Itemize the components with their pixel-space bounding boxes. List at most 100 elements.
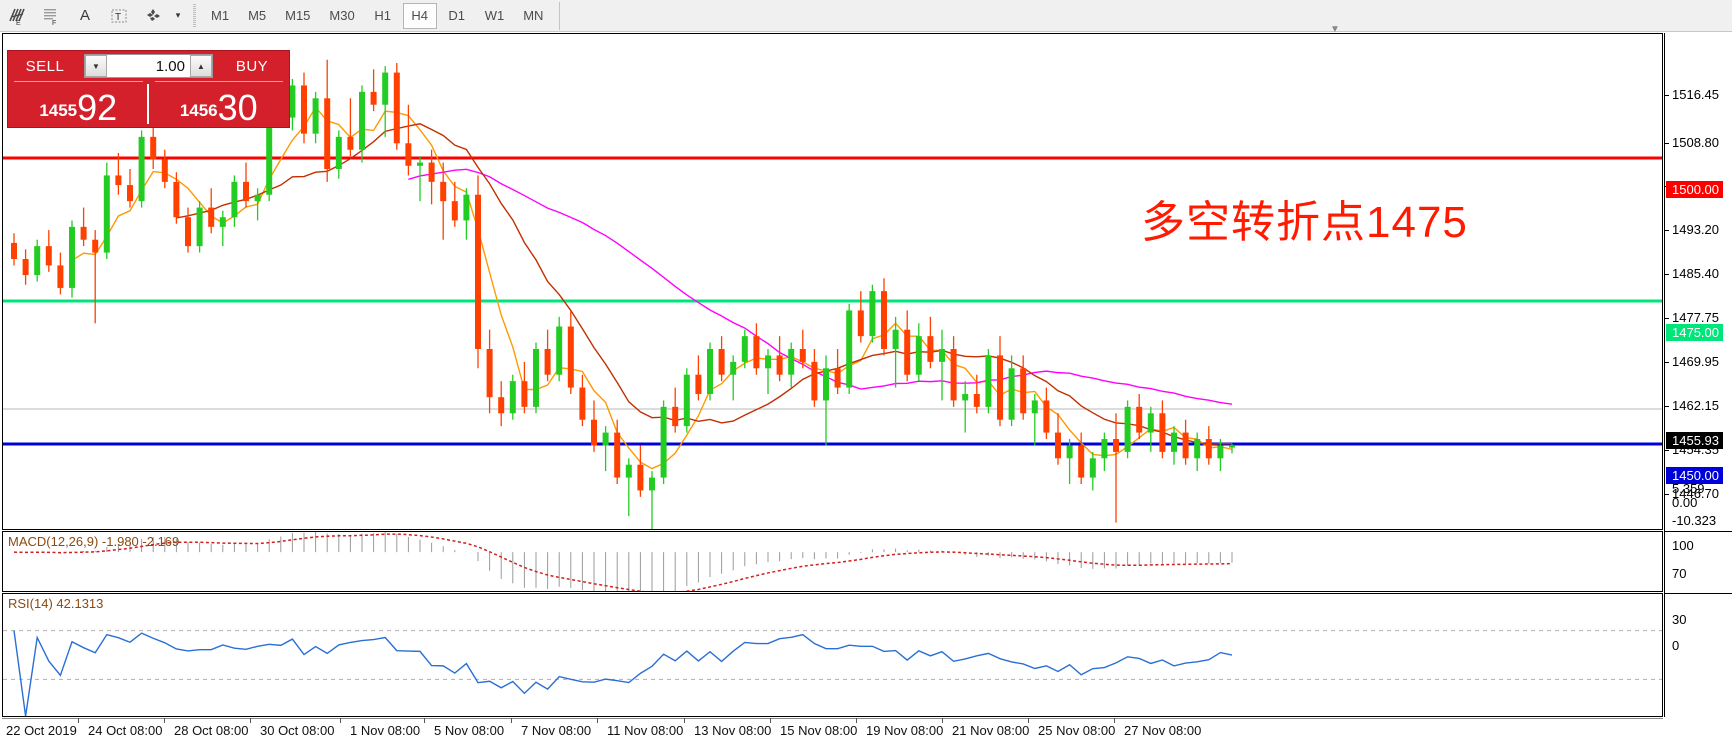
macd-label: MACD(12,26,9) -1.980 -2.169 xyxy=(8,534,180,549)
candle xyxy=(1205,426,1212,465)
candle xyxy=(347,98,354,157)
candle xyxy=(1078,432,1085,484)
bid-price[interactable]: 1455 92 xyxy=(8,81,149,127)
candle xyxy=(1008,355,1015,427)
time-tick-11 xyxy=(942,718,943,723)
time-axis[interactable]: 22 Oct 2019 24 Oct 08:00 28 Oct 08:00 30 Oc… xyxy=(2,718,1663,744)
time-tick-12 xyxy=(1028,718,1029,723)
tick-dash xyxy=(1665,317,1669,319)
grid-icon[interactable]: F xyxy=(34,1,68,31)
indicators-icon[interactable]: E xyxy=(0,1,34,31)
timeframe-w1[interactable]: W1 xyxy=(484,8,505,23)
axis-divider-rsi xyxy=(1665,593,1732,594)
price-tick-1446.70: 1446.70 xyxy=(1665,486,1719,501)
candle xyxy=(428,149,435,205)
candle xyxy=(869,284,876,343)
volume-input-group[interactable]: ▼ 1.00 ▲ xyxy=(84,54,213,78)
objects-icon[interactable] xyxy=(136,1,170,31)
candle xyxy=(1055,413,1061,465)
candle xyxy=(881,278,887,356)
candle xyxy=(741,329,748,369)
timeframe-m1[interactable]: M1 xyxy=(211,8,230,23)
time-tick-5 xyxy=(424,718,425,723)
candle xyxy=(1113,413,1119,523)
toolbar-grip[interactable] xyxy=(191,3,198,29)
timeframe-m30[interactable]: M30 xyxy=(329,8,355,23)
candle xyxy=(382,66,389,137)
price-plot xyxy=(3,34,1662,529)
candle xyxy=(950,336,957,407)
svg-text:T: T xyxy=(115,12,121,23)
candle xyxy=(660,400,667,484)
volume-decrement-button[interactable]: ▼ xyxy=(85,55,107,77)
rsi-scale-70: 70 xyxy=(1672,566,1687,581)
candle xyxy=(776,336,783,382)
macd-scale--10.323: -10.323 xyxy=(1672,513,1717,528)
timeframe-mn[interactable]: MN xyxy=(523,8,544,23)
MA-magenta xyxy=(408,168,1233,405)
text-icon[interactable]: A xyxy=(79,7,90,24)
rsi-scale-30: 30 xyxy=(1672,612,1687,627)
candle xyxy=(324,59,331,182)
candle xyxy=(359,85,365,163)
candle xyxy=(92,230,99,324)
tick-dash xyxy=(1665,273,1669,275)
time-label-4: 1 Nov 08:00 xyxy=(350,723,421,738)
timeframe-h1[interactable]: H1 xyxy=(374,8,392,23)
tick-dash xyxy=(1665,229,1669,231)
price-tick-1516.45: 1516.45 xyxy=(1665,87,1719,102)
candle xyxy=(846,304,853,394)
time-label-12: 25 Nov 08:00 xyxy=(1038,723,1116,738)
candle xyxy=(208,188,215,234)
candle xyxy=(997,336,1003,427)
candle xyxy=(1066,439,1073,484)
timeframe-h4[interactable]: H4 xyxy=(402,2,437,29)
candle xyxy=(1217,439,1224,472)
scroll-indicator-icon[interactable]: ▼ xyxy=(1330,24,1340,35)
macd-panel[interactable] xyxy=(2,531,1663,592)
candle xyxy=(973,374,980,414)
candle xyxy=(1043,387,1050,439)
rsi-panel[interactable] xyxy=(2,593,1663,717)
time-tick-2 xyxy=(164,718,165,723)
candle xyxy=(463,188,470,240)
buy-button[interactable]: BUY xyxy=(235,57,269,75)
deal-panel-top: SELL ▼ 1.00 ▲ BUY xyxy=(8,51,289,81)
text-label-icon[interactable]: T xyxy=(102,1,136,31)
tick-dash xyxy=(1665,449,1669,451)
support-line-1450 xyxy=(3,442,1662,446)
rsi-scale-100: 100 xyxy=(1672,538,1694,553)
one-click-trading-panel[interactable]: SELL ▼ 1.00 ▲ BUY 1455 92 1456 30 xyxy=(7,50,290,128)
candle xyxy=(150,124,157,169)
candle xyxy=(370,69,377,112)
ask-price-pips: 30 xyxy=(217,86,258,128)
resistance-line-1500 xyxy=(3,156,1662,160)
candle xyxy=(80,207,87,247)
sell-button[interactable]: SELL xyxy=(25,57,65,75)
objects-dropdown-caret[interactable]: ▾ xyxy=(175,10,181,20)
volume-increment-button[interactable]: ▲ xyxy=(190,55,212,77)
candle xyxy=(904,310,911,382)
rsi-label: RSI(14) 42.1313 xyxy=(8,596,104,611)
candle xyxy=(498,381,505,427)
pivot-line-1475 xyxy=(3,299,1662,303)
timeframe-m15[interactable]: M15 xyxy=(285,8,311,23)
timeframe-m5[interactable]: M5 xyxy=(248,8,267,23)
candle xyxy=(486,329,493,414)
candle xyxy=(161,149,168,189)
candle xyxy=(1182,419,1189,465)
macd-scale-0.00: 0.00 xyxy=(1672,495,1698,510)
candle xyxy=(405,104,412,176)
candle xyxy=(231,175,238,227)
time-label-7: 11 Nov 08:00 xyxy=(607,723,684,738)
volume-input[interactable]: 1.00 xyxy=(155,57,185,75)
tick-dash xyxy=(1665,94,1669,96)
rsi-line xyxy=(13,630,1233,716)
svg-text:E: E xyxy=(16,20,21,26)
candle xyxy=(649,471,655,529)
timeframe-d1[interactable]: D1 xyxy=(448,8,466,23)
price-axis[interactable]: 1516.451508.801501.001493.201485.401477.… xyxy=(1664,33,1732,717)
candle xyxy=(927,316,934,369)
ask-price[interactable]: 1456 30 xyxy=(149,81,290,127)
candle xyxy=(915,323,922,382)
